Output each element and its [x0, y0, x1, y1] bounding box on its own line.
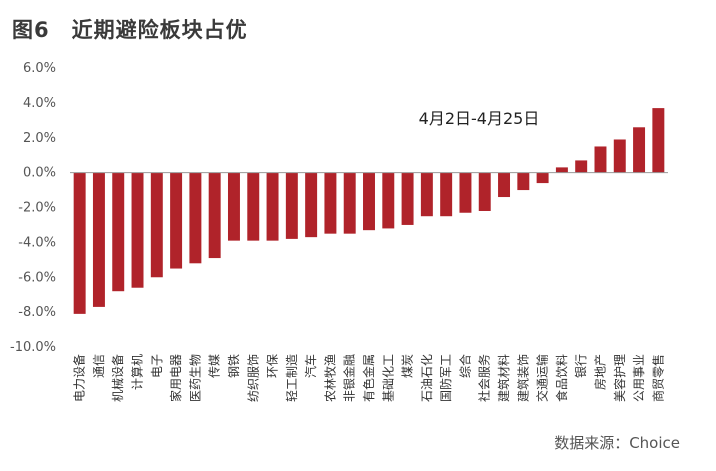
x-category-label: 综合 — [457, 354, 472, 378]
x-category-label: 传媒 — [207, 354, 222, 378]
y-tick-label: -10.0% — [10, 340, 56, 355]
bar — [247, 172, 260, 241]
y-tick-label: -6.0% — [18, 270, 56, 285]
bar — [420, 172, 433, 217]
bar — [401, 172, 414, 225]
bar — [459, 172, 472, 213]
bar — [112, 172, 125, 292]
x-category-label: 轻工制造 — [285, 354, 299, 402]
bar — [324, 172, 337, 234]
x-category-label: 钢铁 — [227, 354, 241, 378]
bar — [73, 172, 86, 314]
bar — [189, 172, 202, 264]
x-category-label: 房地产 — [592, 354, 607, 390]
bar — [440, 172, 453, 217]
x-category-label: 非银金融 — [342, 354, 357, 402]
x-category-label: 农林牧渔 — [323, 354, 337, 402]
bar — [305, 172, 318, 238]
x-category-label: 环保 — [266, 354, 280, 378]
x-category-label: 石油石化 — [420, 354, 434, 402]
x-category-label: 煤炭 — [401, 354, 415, 378]
x-category-label: 纺织服饰 — [246, 354, 260, 402]
x-category-label: 家用电器 — [168, 354, 183, 402]
bar — [150, 172, 163, 278]
y-tick-label: -4.0% — [18, 235, 56, 250]
bar — [498, 172, 511, 198]
x-category-label: 基础化工 — [381, 354, 395, 402]
y-tick-label: 2.0% — [23, 131, 56, 146]
bar — [170, 172, 183, 269]
bar — [382, 172, 395, 229]
bar — [633, 127, 646, 173]
x-axis-labels: 电力设备 通信 机械设备 计算机 电子 家用电器 医药生物 传媒 钢铁 纺织服饰 环保 轻工制造 汽车农… — [73, 354, 666, 402]
x-category-label: 公用事业 — [632, 354, 646, 402]
x-category-label: 电力设备 — [73, 354, 87, 402]
x-category-label: 通信 — [92, 354, 106, 378]
x-category-label: 美容护理 — [612, 354, 627, 402]
x-category-label: 交通运输 — [535, 354, 550, 402]
x-category-label: 国防军工 — [438, 354, 453, 402]
source-note: 数据来源：Choice — [554, 434, 680, 452]
x-category-label: 食品饮料 — [554, 354, 569, 402]
bar — [594, 146, 607, 173]
x-category-label: 医药生物 — [188, 354, 202, 402]
x-category-label: 机械设备 — [110, 354, 125, 402]
x-category-label: 汽车 — [303, 354, 318, 378]
y-tick-label: -2.0% — [18, 201, 56, 216]
bar — [227, 172, 240, 241]
y-axis: 6.0% 4.0% 2.0% 0.0% -2.0% -4.0% -6.0% -8.0% -10.… — [10, 61, 56, 355]
bar — [343, 172, 356, 234]
x-category-label: 社会服务 — [477, 354, 492, 402]
x-category-label: 商贸零售 — [650, 354, 665, 402]
x-category-label: 建筑材料 — [496, 354, 511, 402]
y-tick-label: -8.0% — [18, 305, 56, 320]
bar-series — [73, 108, 665, 314]
bar — [266, 172, 279, 241]
y-tick-label: 4.0% — [23, 96, 56, 111]
x-category-label: 电子 — [150, 354, 164, 378]
bar — [92, 172, 105, 307]
bar — [285, 172, 298, 239]
x-category-label: 有色金属 — [361, 354, 376, 402]
y-tick-label: 0.0% — [23, 166, 56, 181]
x-category-label: 计算机 — [130, 354, 145, 390]
bar — [555, 167, 568, 173]
y-tick-label: 6.0% — [23, 61, 56, 76]
bar — [517, 172, 530, 191]
x-category-label: 银行 — [574, 354, 588, 378]
bar — [613, 139, 626, 173]
bar — [363, 172, 375, 231]
period-annotation: 4月2日-4月25日 — [419, 109, 540, 128]
figure-title: 图6 近期避险板块占优 — [12, 18, 248, 42]
bar — [652, 108, 665, 173]
x-category-label: 建筑装饰 — [515, 354, 530, 402]
bar — [575, 160, 588, 173]
bar — [478, 172, 491, 211]
bar — [536, 172, 549, 184]
bar — [208, 172, 221, 259]
bar — [131, 172, 144, 288]
